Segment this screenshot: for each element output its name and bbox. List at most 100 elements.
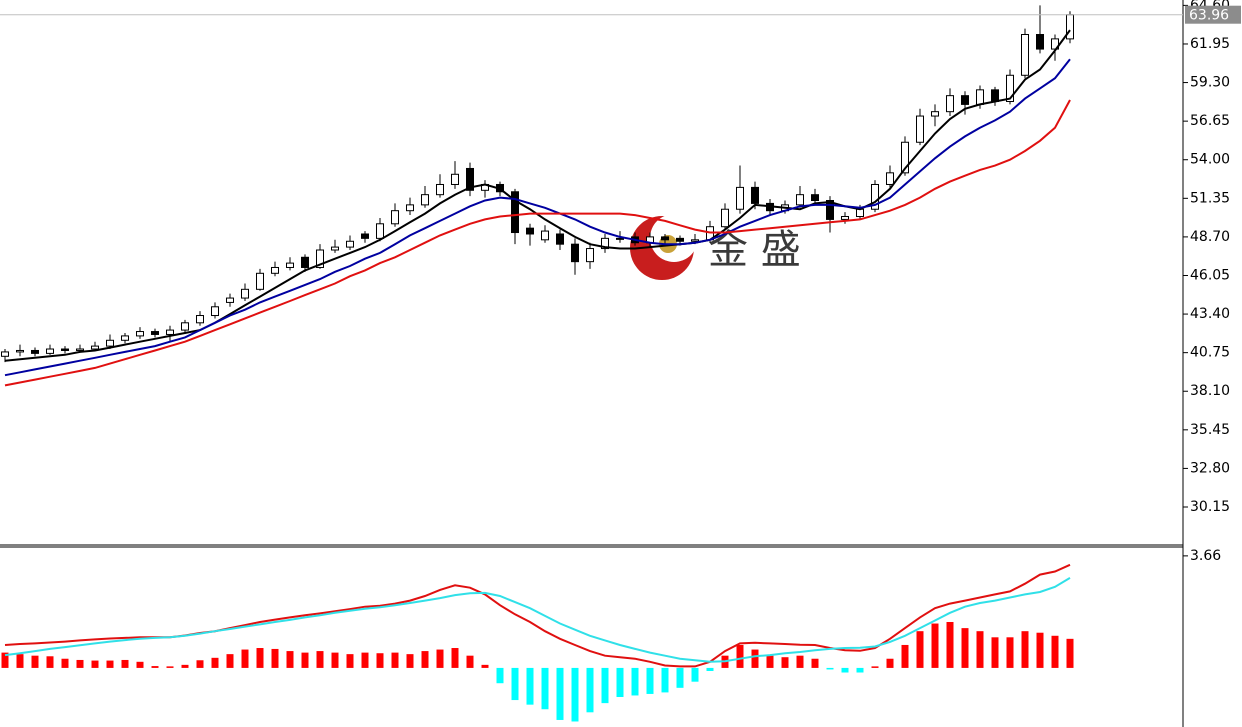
macd-bar xyxy=(16,654,24,668)
moving-average xyxy=(4,99,1071,387)
macd-bar xyxy=(436,649,444,668)
macd-bar xyxy=(991,637,999,668)
y-tick-label: 46.05 xyxy=(1190,267,1230,283)
macd-bar xyxy=(1036,632,1044,668)
macd-bar xyxy=(691,667,699,682)
moving-average xyxy=(4,58,1071,377)
candle-body xyxy=(601,237,609,250)
macd-bar xyxy=(511,667,519,701)
macd-bar xyxy=(706,667,714,671)
macd-bar xyxy=(286,651,294,668)
candle-body xyxy=(511,191,519,234)
y-tick-label: 61.95 xyxy=(1190,36,1230,52)
macd-bar xyxy=(121,659,129,668)
y-tick-label: 35.45 xyxy=(1190,422,1230,438)
macd-bar xyxy=(496,667,504,684)
macd-bar xyxy=(226,654,234,668)
candle-body xyxy=(316,249,324,268)
macd-bar xyxy=(736,644,744,668)
macd-bar xyxy=(301,652,309,668)
candle-body xyxy=(751,186,759,204)
candle-body xyxy=(1006,74,1014,102)
macd-bar xyxy=(481,664,489,668)
macd-bar xyxy=(76,659,84,668)
candle-body xyxy=(121,335,129,341)
candle-body xyxy=(421,194,429,206)
macd-bar xyxy=(796,655,804,668)
macd-bar xyxy=(61,658,69,668)
macd-bar xyxy=(421,651,429,668)
candle-body xyxy=(1,351,9,357)
candle-body xyxy=(676,237,684,242)
macd-bar xyxy=(961,628,969,668)
candle-body xyxy=(811,194,819,201)
y-tick-label: 48.70 xyxy=(1190,229,1230,245)
macd-bar xyxy=(751,649,759,668)
macd-bar xyxy=(466,655,474,668)
macd-bar xyxy=(886,658,894,668)
macd-bar xyxy=(841,667,849,673)
macd-bar xyxy=(856,667,864,673)
macd-bar xyxy=(616,667,624,697)
macd-bar xyxy=(1,652,9,668)
candle-body xyxy=(226,297,234,303)
macd-bar xyxy=(1066,638,1074,668)
moving-average xyxy=(4,29,1071,362)
candle-body xyxy=(451,173,459,185)
candle-body xyxy=(991,89,999,102)
candle-body xyxy=(16,349,24,353)
macd-bar xyxy=(601,667,609,704)
macd-bar xyxy=(766,655,774,668)
candle-body xyxy=(91,345,99,350)
macd-bar xyxy=(646,667,654,694)
macd-bar xyxy=(106,660,114,668)
macd-bar xyxy=(316,651,324,668)
y-tick-label: 54.00 xyxy=(1190,152,1230,168)
macd-bar xyxy=(451,648,459,668)
watermark: 金 盛 xyxy=(708,227,801,273)
y-tick-label: 3.66 xyxy=(1190,548,1221,564)
macd-bar xyxy=(526,667,534,705)
price-tag-label: 63.96 xyxy=(1189,8,1229,24)
y-tick-label: 32.80 xyxy=(1190,460,1230,476)
macd-bar xyxy=(391,652,399,668)
candle-body xyxy=(916,115,924,143)
macd-bar xyxy=(631,667,639,696)
macd-bar xyxy=(916,631,924,668)
candle-body xyxy=(1066,14,1074,40)
candle-body xyxy=(61,348,69,351)
macd-bar xyxy=(571,667,579,722)
candle-body xyxy=(586,248,594,263)
candle-body xyxy=(526,227,534,235)
candle-body xyxy=(166,329,174,335)
candle-body xyxy=(436,183,444,196)
candle-body xyxy=(841,216,849,220)
candle-body xyxy=(931,111,939,117)
candle-body xyxy=(31,349,39,354)
candle-body xyxy=(136,331,144,337)
macd-bar xyxy=(946,622,954,668)
candle-body xyxy=(376,223,384,239)
macd-bar xyxy=(586,667,594,713)
macd-bar xyxy=(196,660,204,668)
macd-bar xyxy=(406,654,414,668)
candle-body xyxy=(76,348,84,351)
macd-bar xyxy=(976,631,984,668)
macd-bar xyxy=(826,667,834,670)
price-tag xyxy=(1185,5,1241,24)
candle-body xyxy=(856,208,864,218)
macd-bar xyxy=(901,644,909,668)
macd-bar xyxy=(361,652,369,668)
candle-body xyxy=(106,339,114,347)
macd-bar xyxy=(1006,637,1014,668)
candle-body xyxy=(1021,34,1029,76)
candle-body xyxy=(331,246,339,251)
candle-body xyxy=(556,233,564,245)
y-tick-label: 59.30 xyxy=(1190,75,1230,91)
macd-bar xyxy=(661,667,669,693)
macd-bar xyxy=(256,648,264,668)
candle-body xyxy=(901,141,909,174)
macd-bar xyxy=(676,667,684,688)
